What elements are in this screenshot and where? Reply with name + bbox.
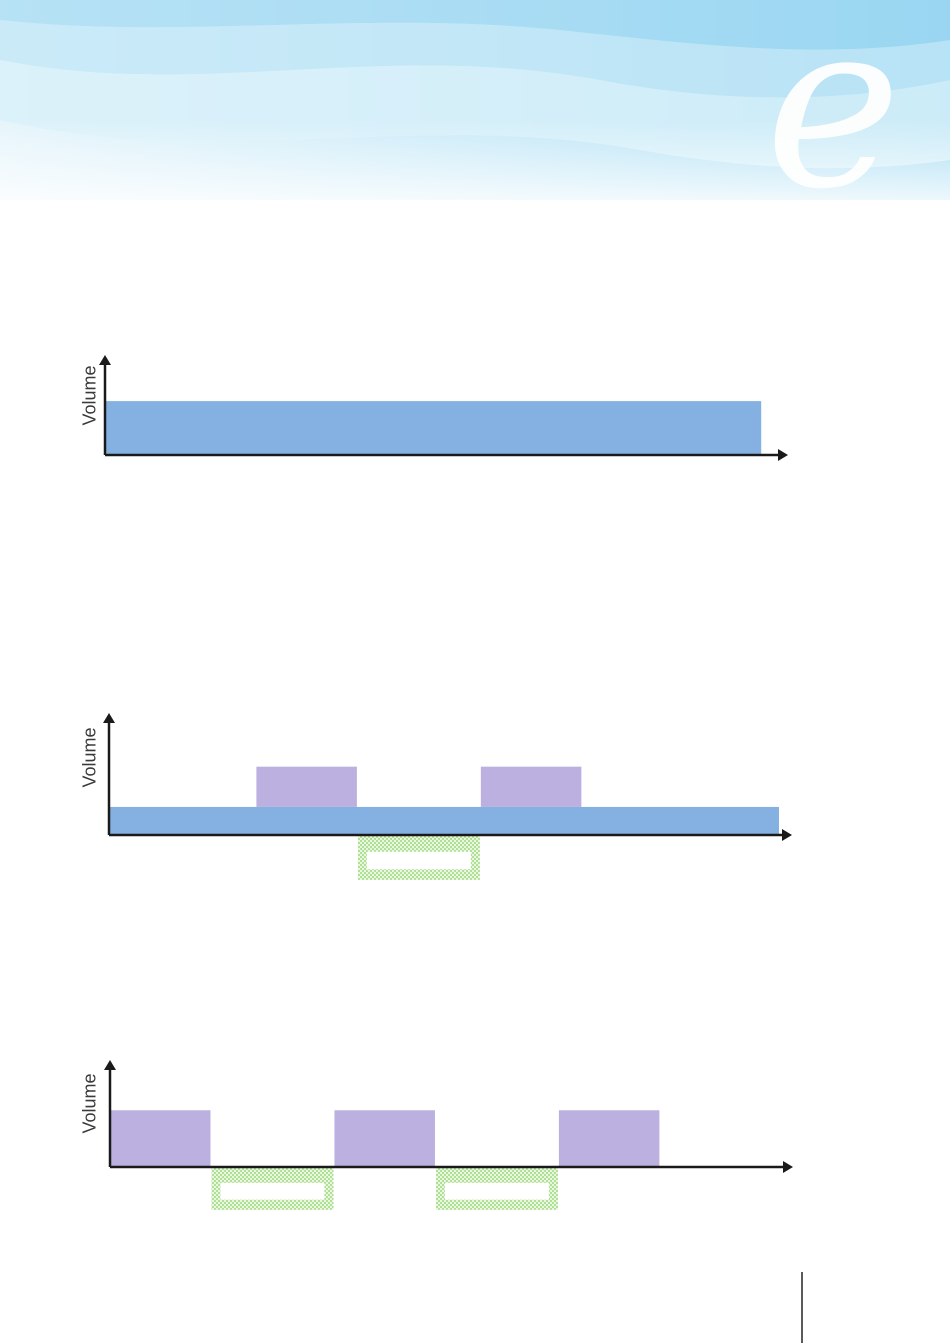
deficit-block	[211, 1168, 334, 1210]
page-margin-rule	[801, 1272, 803, 1343]
diagram-base-plus-surges: Volume	[0, 700, 950, 900]
deficit-inner	[366, 851, 471, 870]
surge-block	[110, 1110, 211, 1167]
surge-block	[480, 766, 582, 807]
header-banner: e	[0, 0, 950, 220]
diagram-canvas	[103, 713, 792, 880]
diagram-canvas	[99, 355, 788, 461]
deficit-inner	[444, 1182, 549, 1200]
deficit-block	[435, 1168, 558, 1210]
x-axis-arrow	[782, 829, 792, 841]
diagram-constant-volume: Volume	[0, 340, 950, 480]
surge-block	[558, 1110, 660, 1167]
y-axis-arrow	[104, 1060, 116, 1070]
y-axis-arrow	[103, 713, 115, 723]
x-axis-arrow	[783, 1161, 793, 1173]
brand-logo: e	[765, 0, 901, 220]
base-flow-bar	[109, 806, 779, 835]
base-flow-bar	[105, 401, 762, 455]
x-axis-arrow	[778, 449, 788, 461]
surge-block	[334, 1110, 435, 1167]
diagram-alternating-surges: Volume	[0, 1050, 950, 1230]
deficit-inner	[220, 1182, 325, 1200]
deficit-block	[357, 836, 480, 880]
surge-block	[256, 766, 357, 807]
y-axis-arrow	[99, 355, 111, 365]
diagram-canvas	[104, 1060, 793, 1210]
